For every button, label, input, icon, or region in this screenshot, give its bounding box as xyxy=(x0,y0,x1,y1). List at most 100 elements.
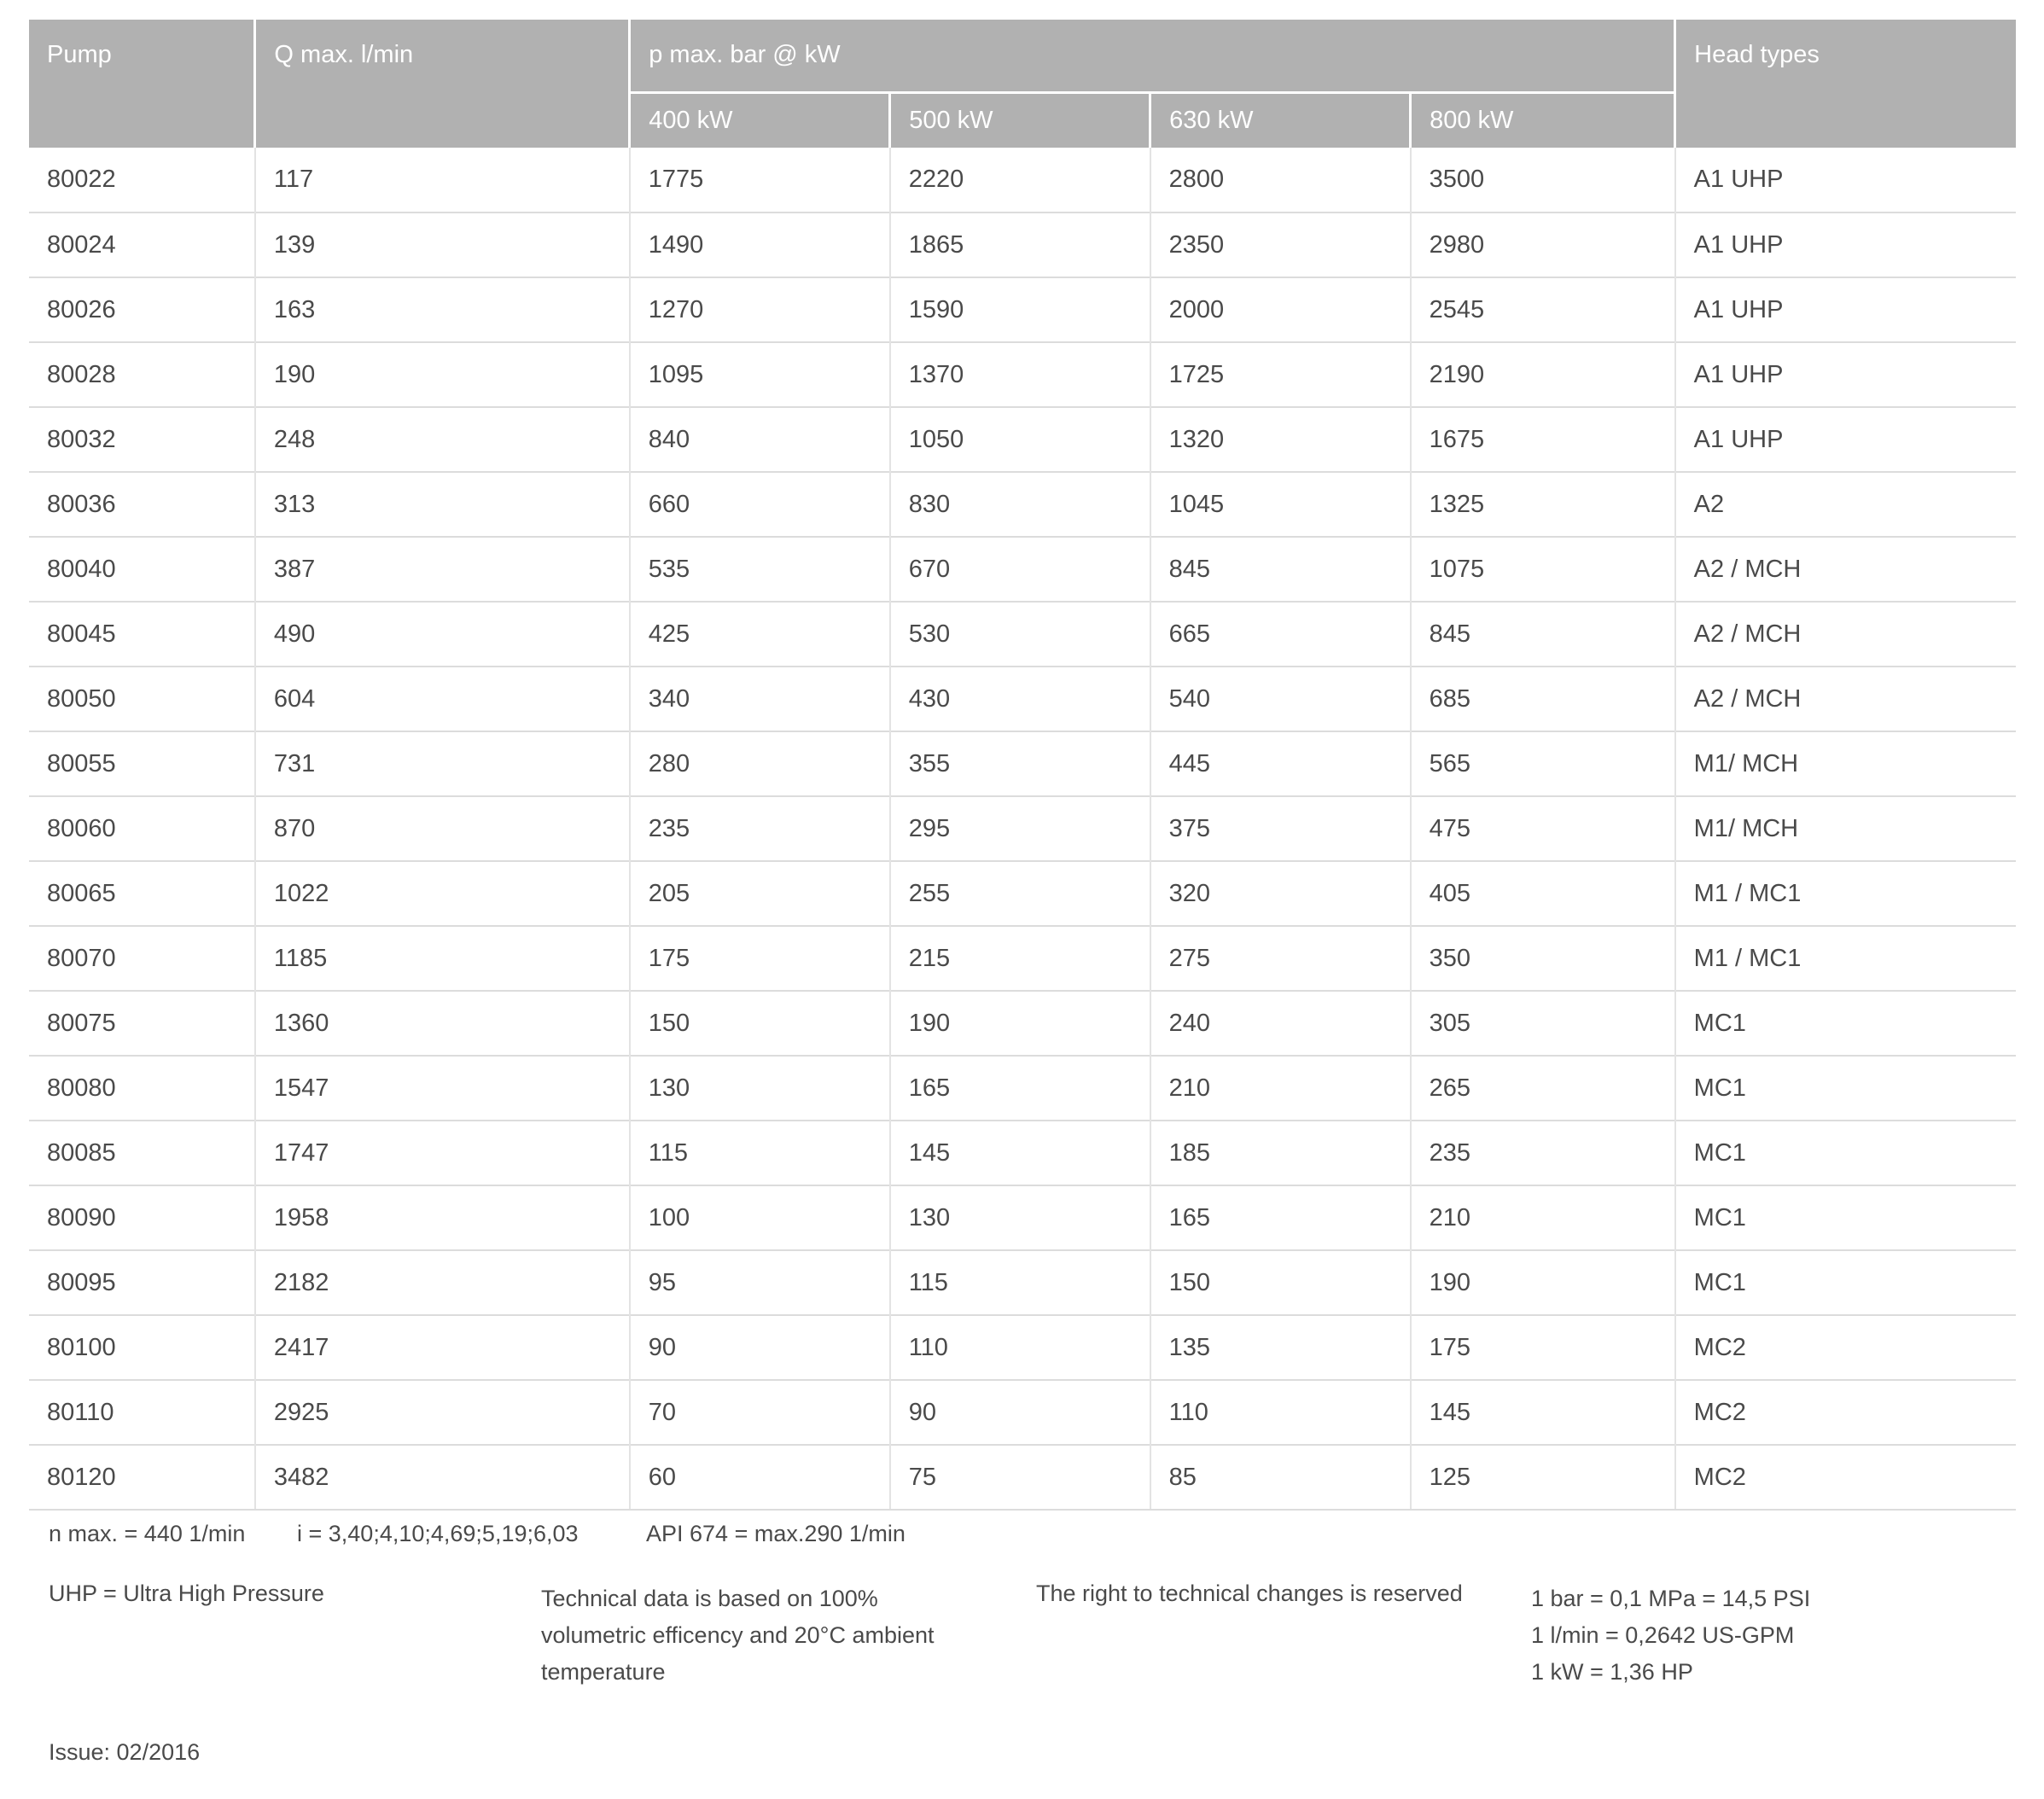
note-technical-line: temperature xyxy=(541,1659,666,1685)
pump-id-cell: 80080 xyxy=(29,1055,255,1121)
qmax-cell: 604 xyxy=(253,666,630,731)
qmax-cell: 1547 xyxy=(253,1055,630,1121)
table-row: 80110 2925 70 90 110 145 MC2 xyxy=(29,1379,2016,1445)
table-row: 80040 387 535 670 845 1075 A2 / MCH xyxy=(29,536,2016,602)
p-400kw-cell: 1270 xyxy=(628,277,890,342)
p-500kw-cell: 145 xyxy=(888,1120,1150,1185)
head-type-cell: MC1 xyxy=(1674,1185,2016,1250)
p-630kw-cell: 320 xyxy=(1149,860,1411,926)
head-type-cell: MC2 xyxy=(1674,1444,2016,1511)
p-500kw-cell: 670 xyxy=(888,536,1150,602)
qmax-cell: 163 xyxy=(253,277,630,342)
p-500kw-cell: 130 xyxy=(888,1185,1150,1250)
note-rights-reserved: The right to technical changes is reserv… xyxy=(1036,1581,1463,1606)
pump-id-cell: 80036 xyxy=(29,471,255,537)
qmax-cell: 2925 xyxy=(253,1379,630,1445)
p-630kw-cell: 110 xyxy=(1149,1379,1411,1445)
head-type-cell: A2 / MCH xyxy=(1674,666,2016,731)
table-header: Pump Q max. l/min p max. bar @ kW Head t… xyxy=(29,20,2016,148)
table-row: 80026 163 1270 1590 2000 2545 A1 UHP xyxy=(29,277,2016,342)
p-400kw-cell: 340 xyxy=(628,666,890,731)
p-630kw-cell: 665 xyxy=(1149,601,1411,667)
pump-id-cell: 80032 xyxy=(29,406,255,472)
pump-id-cell: 80055 xyxy=(29,731,255,796)
note-conversion-line: 1 bar = 0,1 MPa = 14,5 PSI xyxy=(1531,1586,1811,1611)
p-500kw-cell: 1050 xyxy=(888,406,1150,472)
p-400kw-cell: 150 xyxy=(628,990,890,1056)
p-800kw-cell: 565 xyxy=(1409,731,1675,796)
issue-label: Issue: 02/2016 xyxy=(49,1739,201,1765)
table-row: 80070 1185 175 215 275 350 M1 / MC1 xyxy=(29,925,2016,991)
pump-id-cell: 80022 xyxy=(29,148,255,213)
p-800kw-cell: 145 xyxy=(1409,1379,1675,1445)
p-500kw-cell: 90 xyxy=(888,1379,1150,1445)
qmax-cell: 387 xyxy=(253,536,630,602)
pump-id-cell: 80095 xyxy=(29,1249,255,1315)
note-i-ratios: i = 3,40;4,10;4,69;5,19;6,03 xyxy=(297,1521,579,1546)
note-technical-line: Technical data is based on 100% xyxy=(541,1586,878,1611)
p-400kw-cell: 100 xyxy=(628,1185,890,1250)
table-row: 80036 313 660 830 1045 1325 A2 xyxy=(29,471,2016,537)
p-630kw-cell: 845 xyxy=(1149,536,1411,602)
head-type-cell: MC1 xyxy=(1674,1055,2016,1121)
p-630kw-cell: 2800 xyxy=(1149,148,1411,213)
pump-id-cell: 80050 xyxy=(29,666,255,731)
note-conversion-line: 1 l/min = 0,2642 US-GPM xyxy=(1531,1622,1795,1648)
table-row: 80045 490 425 530 665 845 A2 / MCH xyxy=(29,601,2016,667)
p-800kw-cell: 1075 xyxy=(1409,536,1675,602)
qmax-cell: 2417 xyxy=(253,1314,630,1380)
table-row: 80022 117 1775 2220 2800 3500 A1 UHP xyxy=(29,148,2016,213)
p-800kw-cell: 305 xyxy=(1409,990,1675,1056)
head-type-cell: M1 / MC1 xyxy=(1674,925,2016,991)
p-400kw-cell: 280 xyxy=(628,731,890,796)
p-630kw-cell: 2000 xyxy=(1149,277,1411,342)
qmax-cell: 248 xyxy=(253,406,630,472)
p-800kw-cell: 235 xyxy=(1409,1120,1675,1185)
head-type-cell: A2 / MCH xyxy=(1674,536,2016,602)
p-400kw-cell: 1775 xyxy=(628,148,890,213)
p-630kw-cell: 185 xyxy=(1149,1120,1411,1185)
p-400kw-cell: 70 xyxy=(628,1379,890,1445)
p-800kw-cell: 475 xyxy=(1409,795,1675,861)
p-400kw-cell: 60 xyxy=(628,1444,890,1511)
col-header-pump: Pump xyxy=(29,20,255,148)
p-500kw-cell: 1370 xyxy=(888,341,1150,407)
p-500kw-cell: 115 xyxy=(888,1249,1150,1315)
p-800kw-cell: 405 xyxy=(1409,860,1675,926)
table-row: 80090 1958 100 130 165 210 MC1 xyxy=(29,1185,2016,1250)
p-630kw-cell: 540 xyxy=(1149,666,1411,731)
p-630kw-cell: 275 xyxy=(1149,925,1411,991)
qmax-cell: 870 xyxy=(253,795,630,861)
p-500kw-cell: 255 xyxy=(888,860,1150,926)
p-400kw-cell: 425 xyxy=(628,601,890,667)
p-500kw-cell: 75 xyxy=(888,1444,1150,1511)
p-800kw-cell: 2980 xyxy=(1409,212,1675,277)
qmax-cell: 2182 xyxy=(253,1249,630,1315)
p-400kw-cell: 535 xyxy=(628,536,890,602)
qmax-cell: 1958 xyxy=(253,1185,630,1250)
head-type-cell: A1 UHP xyxy=(1674,148,2016,213)
table-row: 80055 731 280 355 445 565 M1/ MCH xyxy=(29,731,2016,796)
p-400kw-cell: 130 xyxy=(628,1055,890,1121)
note-unit-conversions: 1 bar = 0,1 MPa = 14,5 PSI 1 l/min = 0,2… xyxy=(1531,1581,1810,1691)
qmax-cell: 190 xyxy=(253,341,630,407)
p-400kw-cell: 205 xyxy=(628,860,890,926)
table-row: 80028 190 1095 1370 1725 2190 A1 UHP xyxy=(29,341,2016,407)
p-500kw-cell: 1590 xyxy=(888,277,1150,342)
p-400kw-cell: 175 xyxy=(628,925,890,991)
note-conversion-line: 1 kW = 1,36 HP xyxy=(1531,1659,1693,1685)
head-type-cell: A1 UHP xyxy=(1674,341,2016,407)
pump-id-cell: 80040 xyxy=(29,536,255,602)
p-630kw-cell: 2350 xyxy=(1149,212,1411,277)
head-type-cell: M1/ MCH xyxy=(1674,731,2016,796)
p-800kw-cell: 845 xyxy=(1409,601,1675,667)
p-500kw-cell: 430 xyxy=(888,666,1150,731)
p-400kw-cell: 840 xyxy=(628,406,890,472)
p-800kw-cell: 175 xyxy=(1409,1314,1675,1380)
note-technical-line: volumetric efficency and 20°C ambient xyxy=(541,1622,935,1648)
qmax-cell: 3482 xyxy=(253,1444,630,1511)
qmax-cell: 139 xyxy=(253,212,630,277)
table-row: 80085 1747 115 145 185 235 MC1 xyxy=(29,1120,2016,1185)
col-header-800kw: 800 kW xyxy=(1409,90,1675,148)
p-400kw-cell: 115 xyxy=(628,1120,890,1185)
